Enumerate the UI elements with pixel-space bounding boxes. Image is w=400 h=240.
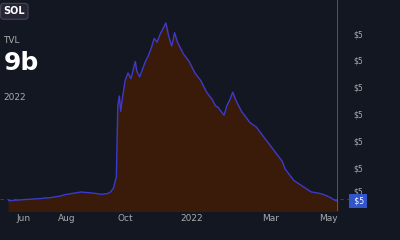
Text: $5: $5 [354,164,363,174]
Text: TVL: TVL [4,36,20,45]
Text: $5: $5 [354,84,363,93]
Text: $5: $5 [354,30,363,39]
Text: $5: $5 [354,111,363,120]
Text: $5: $5 [354,138,363,147]
Text: $5: $5 [354,187,363,197]
Text: 9b: 9b [4,51,39,75]
Text: 2022: 2022 [4,93,26,102]
Text: $5: $5 [354,57,363,66]
Text: $5: $5 [352,197,364,206]
Text: SOL: SOL [4,6,25,16]
